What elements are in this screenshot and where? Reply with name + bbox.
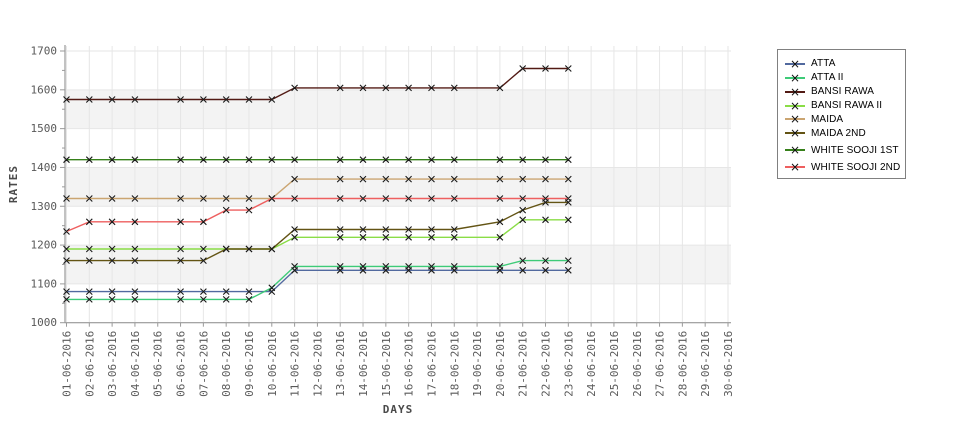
legend-line-marker-icon: ×	[785, 143, 805, 157]
x-tick-label: 11-06-2016	[289, 331, 302, 397]
x-tick-label: 14-06-2016	[357, 331, 370, 397]
y-tick-label: 1100	[31, 277, 58, 290]
series-line-bansi-rawa-ii	[66, 219, 569, 250]
y-tick-label: 1400	[31, 161, 58, 174]
y-tick-label: 1200	[31, 239, 58, 252]
legend-line-marker-icon: ×	[785, 112, 805, 126]
x-tick-label: 26-06-2016	[631, 331, 644, 397]
x-tick-label: 20-06-2016	[494, 331, 507, 397]
shaded-band	[65, 245, 731, 284]
legend-item-bansi-rawa: × BANSI RAWA	[785, 85, 901, 99]
legend-line-marker-icon: ×	[785, 99, 805, 113]
x-tick-label: 15-06-2016	[380, 331, 393, 397]
shaded-band	[65, 167, 731, 207]
legend-label: ATTA	[811, 58, 836, 70]
x-tick-label: 13-06-2016	[334, 331, 347, 397]
x-tick-label: 12-06-2016	[311, 331, 324, 397]
x-tick-label: 23-06-2016	[562, 331, 575, 397]
x-tick-label: 08-06-2016	[220, 331, 233, 397]
y-tick-label: 1000	[31, 316, 58, 329]
x-tick-label: 16-06-2016	[403, 331, 416, 397]
legend-item-maida: × MAIDA	[785, 112, 901, 126]
x-tick-label: 10-06-2016	[266, 331, 279, 397]
series-markers-white-sooji-2nd	[63, 195, 572, 235]
x-tick-label: 22-06-2016	[540, 331, 553, 397]
x-tick-label: 09-06-2016	[243, 331, 256, 397]
series-line-atta-ii	[66, 259, 569, 301]
series-markers-maida-2nd	[63, 199, 572, 264]
x-tick-label: 27-06-2016	[654, 331, 667, 397]
series-markers-bansi-rawa	[63, 65, 572, 103]
legend-item-atta-ii: × ATTA II	[785, 71, 901, 85]
legend-item-white-sooji-1st: × WHITE SOOJI 1ST	[785, 143, 901, 157]
legend-label: MAIDA	[811, 113, 844, 125]
legend-label: ATTA II	[811, 72, 844, 84]
legend-line-marker-icon: ×	[785, 71, 805, 85]
legend-label: WHITE SOOJI 1ST	[811, 144, 899, 156]
x-tick-label: 19-06-2016	[471, 331, 484, 397]
x-tick-label: 05-06-2016	[152, 331, 165, 397]
x-tick-label: 21-06-2016	[517, 331, 530, 397]
series-markers-atta	[63, 266, 572, 295]
y-tick-label: 1500	[31, 122, 58, 135]
series-markers-atta-ii	[63, 257, 572, 303]
legend-item-bansi-rawa-ii: × BANSI RAWA II	[785, 99, 901, 113]
x-tick-label: 30-06-2016	[722, 331, 735, 397]
x-axis-title: DAYS	[382, 403, 414, 416]
x-tick-label: 17-06-2016	[425, 331, 438, 397]
y-tick-label: 1300	[31, 200, 58, 213]
x-tick-label: 24-06-2016	[585, 331, 598, 397]
series-line-atta	[66, 269, 569, 293]
legend-line-marker-icon: ×	[785, 160, 805, 174]
shaded-band	[65, 89, 731, 129]
x-tick-label: 01-06-2016	[61, 331, 74, 397]
y-tick-label: 1700	[31, 45, 58, 58]
legend-item-atta: × ATTA	[785, 57, 901, 71]
legend-line-marker-icon: ×	[785, 126, 805, 140]
legend-label: WHITE SOOJI 2ND	[811, 161, 901, 173]
x-tick-label: 04-06-2016	[129, 331, 142, 397]
legend: × ATTA × ATTA II × BANSI RAWA × BANSI RAWA II × M…	[777, 49, 906, 179]
legend-label: BANSI RAWA	[811, 86, 875, 98]
x-tick-label: 29-06-2016	[699, 331, 712, 397]
y-tick-label: 1600	[31, 83, 58, 96]
y-axis-title: RATES	[7, 164, 20, 204]
x-tick-label: 02-06-2016	[83, 331, 96, 397]
series-line-maida-2nd	[66, 201, 569, 262]
legend-item-maida-2nd: × MAIDA 2ND	[785, 126, 901, 140]
x-tick-label: 25-06-2016	[608, 331, 621, 397]
legend-label: BANSI RAWA II	[811, 100, 883, 112]
series-line-maida	[66, 178, 569, 200]
x-tick-label: 03-06-2016	[106, 331, 119, 397]
legend-line-marker-icon: ×	[785, 85, 805, 99]
legend-label: MAIDA 2ND	[811, 127, 866, 139]
x-tick-label: 06-06-2016	[175, 331, 188, 397]
series-line-bansi-rawa	[66, 67, 569, 101]
legend-item-white-sooji-2nd: × WHITE SOOJI 2ND	[785, 160, 901, 174]
series-line-white-sooji-2nd	[66, 197, 569, 233]
legend-line-marker-icon: ×	[785, 57, 805, 71]
x-tick-label: 07-06-2016	[197, 331, 210, 397]
x-tick-label: 28-06-2016	[676, 331, 689, 397]
x-tick-label: 18-06-2016	[448, 331, 461, 397]
series-markers-white-sooji-1st	[63, 156, 572, 164]
